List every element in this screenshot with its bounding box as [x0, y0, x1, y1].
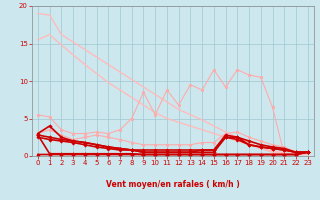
- X-axis label: Vent moyen/en rafales ( km/h ): Vent moyen/en rafales ( km/h ): [106, 180, 240, 189]
